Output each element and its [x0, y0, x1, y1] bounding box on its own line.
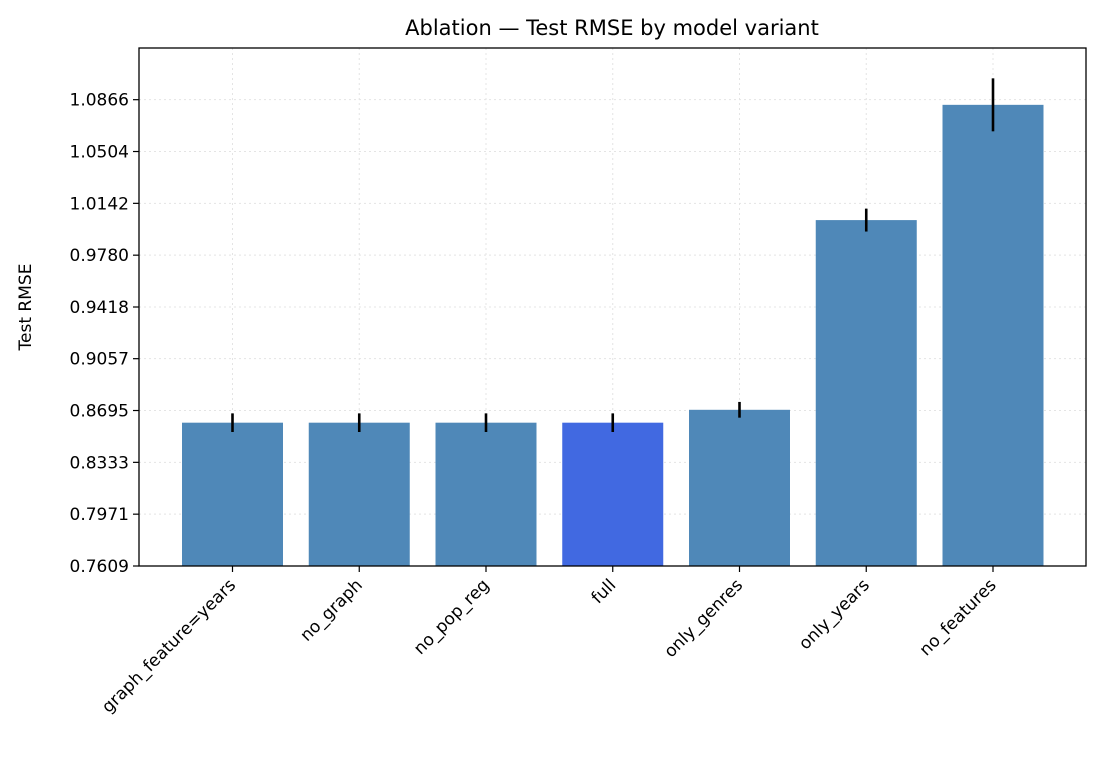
bar-no-pop-reg — [435, 422, 537, 566]
y-tick-label: 0.9057 — [70, 350, 129, 370]
y-tick-label: 1.0866 — [70, 91, 129, 111]
bar-only-genres — [689, 409, 790, 566]
bar-only-years — [815, 220, 917, 566]
y-axis-label: Test RMSE — [16, 264, 36, 352]
y-tick-label: 0.8333 — [70, 453, 129, 473]
x-axis-ticks: graph_feature=years no_graph no_pop_reg ful… — [98, 566, 1001, 717]
y-axis-ticks: 0.7609 0.7971 0.8333 0.8695 0.9057 0.9418 0.97… — [70, 91, 139, 577]
y-tick-label: 0.8695 — [70, 402, 129, 422]
bar-graph-feature-years — [182, 422, 283, 566]
y-tick-label: 0.7971 — [70, 505, 129, 525]
y-tick-label: 1.0142 — [70, 194, 129, 214]
y-tick-label: 0.9418 — [70, 298, 129, 318]
bar-layer — [182, 104, 1044, 566]
bar-no-features — [942, 104, 1044, 566]
x-tick-label: graph_feature=years — [98, 575, 240, 717]
x-tick-label: only_genres — [660, 575, 747, 662]
error-bar-layer — [231, 78, 995, 432]
x-tick-label: no_graph — [296, 575, 366, 645]
x-tick-label: only_years — [795, 575, 874, 654]
y-tick-label: 0.9780 — [70, 246, 129, 266]
chart-title: Ablation — Test RMSE by model variant — [405, 16, 819, 40]
y-tick-label: 1.0504 — [70, 143, 129, 163]
x-tick-label: no_pop_reg — [410, 575, 493, 658]
x-tick-label: no_features — [916, 575, 1001, 660]
bar-no-graph — [308, 422, 410, 566]
x-tick-label: full — [588, 575, 621, 608]
bar-full — [562, 422, 664, 566]
y-tick-label: 0.7609 — [70, 557, 129, 577]
